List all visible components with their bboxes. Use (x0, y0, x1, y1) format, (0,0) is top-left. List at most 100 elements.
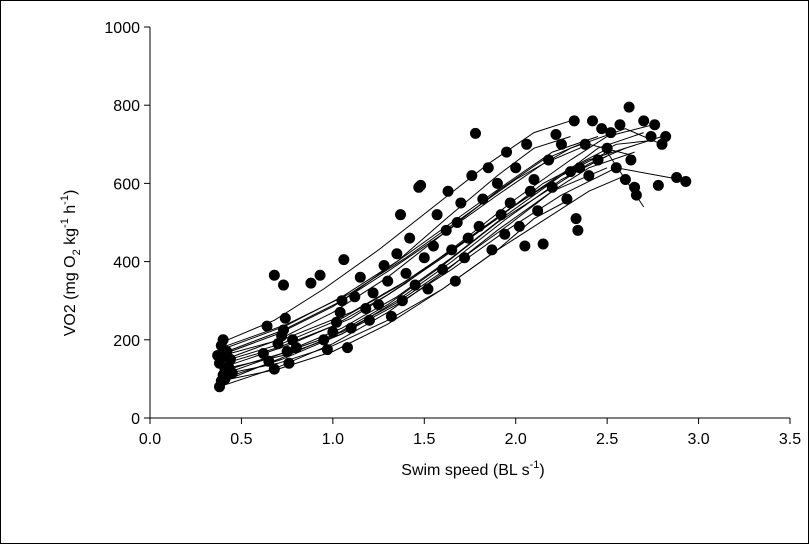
y-tick-label: 200 (113, 333, 140, 350)
x-tick-label: 1.0 (322, 431, 344, 448)
data-point (561, 193, 573, 205)
series-line (222, 124, 654, 368)
data-point (437, 263, 449, 275)
data-point (491, 177, 503, 189)
data-point (400, 267, 412, 279)
data-point (532, 205, 544, 217)
axes: 0.0 0.5 1.0 1.5 2.0 2.5 3.0 3.5 0 200 400 600 800 100… (104, 20, 801, 448)
data-point (482, 162, 494, 174)
scatter-points (212, 101, 692, 393)
data-point (638, 115, 650, 127)
data-point (660, 130, 672, 142)
data-point (579, 138, 591, 150)
data-point (212, 349, 224, 361)
x-tick-label: 0.5 (230, 431, 252, 448)
data-point (404, 232, 416, 244)
data-point (378, 260, 390, 272)
data-point (524, 185, 536, 197)
y-tick-label: 1000 (104, 20, 140, 37)
data-point (469, 127, 481, 139)
data-point (281, 346, 293, 358)
data-point (354, 271, 366, 283)
data-point (277, 324, 289, 336)
data-point (336, 295, 348, 307)
data-point (360, 303, 372, 315)
data-point (601, 142, 613, 154)
data-point (382, 275, 394, 287)
data-point (431, 209, 443, 221)
data-point (263, 355, 275, 367)
y-axis-label: VO2 (mg O2 kg-1 h-1) (59, 190, 83, 337)
data-point (652, 179, 664, 191)
data-point (219, 373, 231, 385)
data-point (415, 179, 427, 191)
data-point (334, 306, 346, 318)
data-point (587, 115, 599, 127)
data-point (555, 138, 567, 150)
data-point (592, 154, 604, 166)
y-tick-label: 400 (113, 255, 140, 272)
data-point (455, 197, 467, 209)
data-point (596, 123, 608, 135)
data-point (442, 185, 454, 197)
data-point (510, 162, 522, 174)
data-point (473, 220, 485, 232)
data-point (217, 334, 229, 346)
data-point (619, 173, 631, 185)
x-tick-label: 3.0 (687, 431, 709, 448)
data-point (543, 154, 555, 166)
data-point (314, 269, 326, 281)
data-point (570, 213, 582, 225)
data-point (671, 172, 683, 184)
data-point (499, 228, 511, 240)
data-point (367, 287, 379, 299)
series-line (224, 143, 580, 360)
data-point (504, 197, 516, 209)
data-point (391, 248, 403, 260)
x-tick-label: 3.5 (779, 431, 801, 448)
data-point (630, 189, 642, 201)
data-point (462, 232, 474, 244)
x-tick-label: 0.0 (139, 431, 161, 448)
data-point (568, 115, 580, 127)
data-point (373, 299, 385, 311)
data-point (224, 353, 236, 365)
data-point (257, 347, 269, 359)
x-tick-label: 1.5 (413, 431, 435, 448)
data-point (268, 269, 280, 281)
data-point (261, 320, 273, 332)
y-tick-label: 0 (131, 411, 140, 428)
data-point (446, 244, 458, 256)
data-point (321, 344, 333, 356)
data-point (277, 279, 289, 291)
data-point (385, 310, 397, 322)
data-point (451, 217, 463, 228)
data-point (290, 342, 302, 354)
data-point (680, 175, 692, 187)
data-point (513, 220, 525, 232)
x-axis-label: Swim speed (BL s-1) (401, 459, 544, 479)
data-point (338, 254, 350, 266)
data-point (495, 209, 507, 221)
data-point (610, 162, 622, 174)
series-line (222, 167, 681, 370)
data-point (546, 181, 558, 193)
data-point (363, 314, 375, 326)
data-point (283, 357, 295, 369)
data-point (345, 322, 357, 334)
data-point (268, 363, 280, 375)
data-point (486, 244, 498, 256)
series-line (221, 132, 644, 376)
data-point (459, 252, 471, 264)
series-line (222, 139, 653, 356)
data-point (501, 146, 513, 158)
data-point (477, 193, 489, 205)
data-point (565, 166, 577, 178)
data-point (440, 224, 452, 236)
x-tick-label: 2.0 (505, 431, 527, 448)
data-point (349, 291, 361, 303)
data-point (318, 334, 330, 346)
data-point (583, 170, 595, 182)
data-point (449, 275, 461, 287)
